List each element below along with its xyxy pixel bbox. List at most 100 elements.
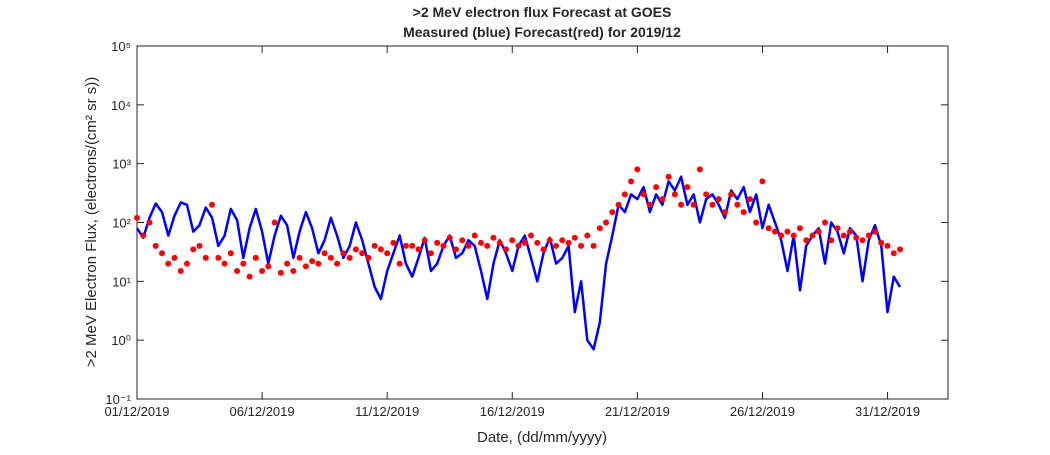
forecast-point: [477, 239, 484, 246]
forecast-point: [684, 184, 691, 191]
forecast-point: [209, 201, 216, 208]
forecast-point: [690, 201, 697, 208]
forecast-point: [828, 237, 835, 244]
forecast-point: [796, 225, 803, 232]
forecast-point: [865, 232, 872, 239]
forecast-point: [884, 242, 891, 249]
forecast-point: [565, 239, 572, 246]
y-tick-label: 10⁻¹: [105, 392, 131, 407]
forecast-point: [465, 242, 472, 249]
x-tick-label: 16/12/2019: [480, 404, 545, 419]
forecast-point: [190, 246, 197, 253]
forecast-point: [528, 232, 535, 239]
forecast-point: [753, 219, 760, 226]
forecast-point: [334, 260, 341, 267]
forecast-point: [284, 260, 291, 267]
forecast-point: [559, 237, 566, 244]
forecast-point: [365, 254, 372, 261]
forecast-point: [165, 260, 172, 267]
forecast-point: [653, 184, 660, 191]
forecast-point: [878, 239, 885, 246]
forecast-point: [402, 242, 409, 249]
x-axis-label: Date, (dd/mm/yyyy): [477, 429, 607, 446]
forecast-point: [290, 267, 297, 274]
forecast-point: [515, 242, 522, 249]
forecast-point: [872, 228, 879, 235]
forecast-point: [571, 234, 578, 241]
forecast-point: [784, 228, 791, 235]
forecast-point: [509, 237, 516, 244]
forecast-point: [640, 191, 647, 198]
forecast-point: [140, 232, 147, 239]
forecast-point: [621, 191, 628, 198]
forecast-point: [271, 219, 278, 226]
forecast-point: [359, 250, 366, 257]
forecast-point: [759, 178, 766, 185]
forecast-point: [315, 260, 322, 267]
forecast-point: [603, 219, 610, 226]
forecast-point: [596, 225, 603, 232]
forecast-point: [246, 273, 253, 280]
forecast-point: [615, 201, 622, 208]
forecast-point: [371, 242, 378, 249]
forecast-point: [415, 246, 422, 253]
forecast-point: [184, 260, 191, 267]
forecast-point: [159, 250, 166, 257]
forecast-point: [134, 214, 140, 221]
x-tick-label: 31/12/2019: [855, 404, 920, 419]
forecast-point: [671, 191, 678, 198]
forecast-point: [715, 196, 722, 203]
forecast-point: [696, 166, 703, 173]
forecast-point: [834, 225, 841, 232]
forecast-point: [146, 219, 153, 226]
forecast-point: [302, 263, 309, 270]
forecast-point: [546, 237, 553, 244]
forecast-point: [309, 258, 316, 265]
forecast-point: [471, 232, 478, 239]
forecast-point: [584, 232, 591, 239]
forecast-point: [434, 239, 441, 246]
forecast-point: [259, 267, 266, 274]
forecast-point: [703, 191, 710, 198]
forecast-point: [321, 250, 328, 257]
forecast-point: [234, 267, 241, 274]
forecast-point: [815, 228, 822, 235]
forecast-point: [740, 209, 747, 216]
forecast-point: [803, 237, 810, 244]
y-tick-label: 10⁰: [111, 333, 131, 348]
forecast-point: [890, 250, 897, 257]
forecast-point: [340, 250, 347, 257]
forecast-point: [496, 239, 503, 246]
forecast-point: [352, 246, 359, 253]
forecast-point: [821, 219, 828, 226]
forecast-point: [452, 246, 459, 253]
forecast-point: [265, 263, 272, 270]
x-tick-label: 11/12/2019: [355, 404, 419, 419]
forecast-point: [152, 242, 159, 249]
forecast-point: [277, 269, 284, 276]
forecast-point: [847, 228, 854, 235]
forecast-point: [252, 254, 259, 261]
forecast-point: [728, 191, 735, 198]
y-axis-label: >2 MeV Electron Flux, (electrons/(cm² sr…: [83, 77, 100, 367]
forecast-point: [534, 239, 541, 246]
forecast-point: [665, 173, 672, 180]
x-tick-label: 21/12/2019: [605, 404, 670, 419]
forecast-point: [678, 201, 685, 208]
forecast-point: [859, 237, 866, 244]
forecast-point: [840, 232, 847, 239]
x-tick-label: 26/12/2019: [730, 404, 795, 419]
forecast-point: [646, 201, 653, 208]
forecast-point: [809, 232, 816, 239]
forecast-point: [440, 242, 447, 249]
forecast-point: [553, 242, 560, 249]
forecast-point: [459, 237, 466, 244]
forecast-point: [521, 239, 528, 246]
forecast-point: [377, 246, 384, 253]
forecast-point: [171, 254, 178, 261]
forecast-point: [327, 254, 334, 261]
y-tick-label: 10²: [112, 216, 131, 231]
forecast-point: [746, 196, 753, 203]
forecast-point: [853, 234, 860, 241]
